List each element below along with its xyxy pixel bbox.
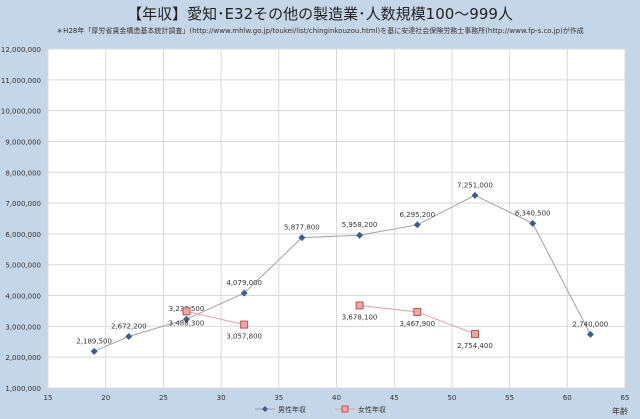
female-data-point (413, 307, 422, 316)
y-tick-label: 9,000,000 (5, 138, 41, 146)
data-label: 3,057,800 (226, 333, 262, 341)
male-data-point (90, 347, 98, 355)
data-label: 5,877,800 (284, 224, 320, 232)
y-tick-label: 7,000,000 (5, 200, 41, 208)
x-tick-label: 15 (44, 394, 53, 402)
data-label: 3,488,300 (169, 319, 205, 327)
y-tick-label: 5,000,000 (5, 262, 41, 270)
data-label: 3,467,900 (399, 320, 435, 328)
y-tick-label: 8,000,000 (5, 169, 41, 177)
x-tick-label: 65 (621, 394, 630, 402)
male-data-point (529, 219, 537, 227)
data-label: 2,740,000 (573, 320, 609, 328)
x-axis-label: 年齢 (612, 406, 628, 416)
female-data-point (470, 329, 479, 338)
x-tick-label: 35 (274, 394, 283, 402)
chart-title: 【年収】愛知･E32その他の製造業･人数規模100～999人 (127, 5, 513, 23)
data-label: 6,340,500 (515, 209, 551, 217)
female-data-point (355, 301, 364, 310)
data-label: 7,251,000 (457, 181, 493, 189)
y-tick-label: 10,000,000 (1, 108, 41, 116)
x-tick-label: 40 (332, 394, 341, 402)
x-tick-label: 20 (101, 394, 110, 402)
male-series-line (93, 194, 591, 352)
data-label: 3,678,100 (342, 313, 378, 321)
y-tick-label: 2,000,000 (5, 354, 41, 362)
y-tick-label: 4,000,000 (5, 293, 41, 301)
legend-female-marker (341, 405, 349, 413)
y-tick-label: 1,000,000 (5, 385, 41, 393)
y-tick-label: 3,000,000 (5, 323, 41, 331)
x-tick-label: 25 (159, 394, 168, 402)
male-data-point (471, 191, 479, 199)
male-data-point (240, 289, 248, 297)
data-label: 2,672,200 (111, 322, 147, 330)
data-label: 5,958,200 (342, 221, 378, 229)
legend-male-marker (262, 406, 268, 412)
legend-female-label: 女性年収 (358, 405, 386, 414)
legend-male-label: 男性年収 (278, 405, 306, 414)
x-tick-label: 50 (447, 394, 456, 402)
y-tick-label: 6,000,000 (5, 231, 41, 239)
x-tick-label: 30 (217, 394, 226, 402)
y-tick-label: 11,000,000 (1, 77, 41, 85)
y-tick-label: 12,000,000 (1, 46, 41, 54)
x-tick-label: 55 (505, 394, 514, 402)
male-data-point (298, 234, 306, 242)
data-label: 2,189,500 (76, 337, 112, 345)
data-label: 4,079,000 (226, 279, 262, 287)
male-data-point (413, 221, 421, 229)
male-data-point (356, 231, 364, 239)
female-data-point (182, 307, 191, 316)
male-data-point (125, 332, 133, 340)
data-label: 6,295,200 (399, 211, 435, 219)
chart-subtitle: ＊H28年「厚労省賃金構造基本統計調査」(http://www.mhlw.go.… (56, 27, 584, 35)
x-tick-label: 60 (563, 394, 572, 402)
male-data-point (586, 330, 594, 338)
data-label: 2,754,400 (457, 342, 493, 350)
male-data-point (182, 315, 190, 323)
x-tick-label: 45 (390, 394, 399, 402)
female-data-point (240, 320, 249, 329)
